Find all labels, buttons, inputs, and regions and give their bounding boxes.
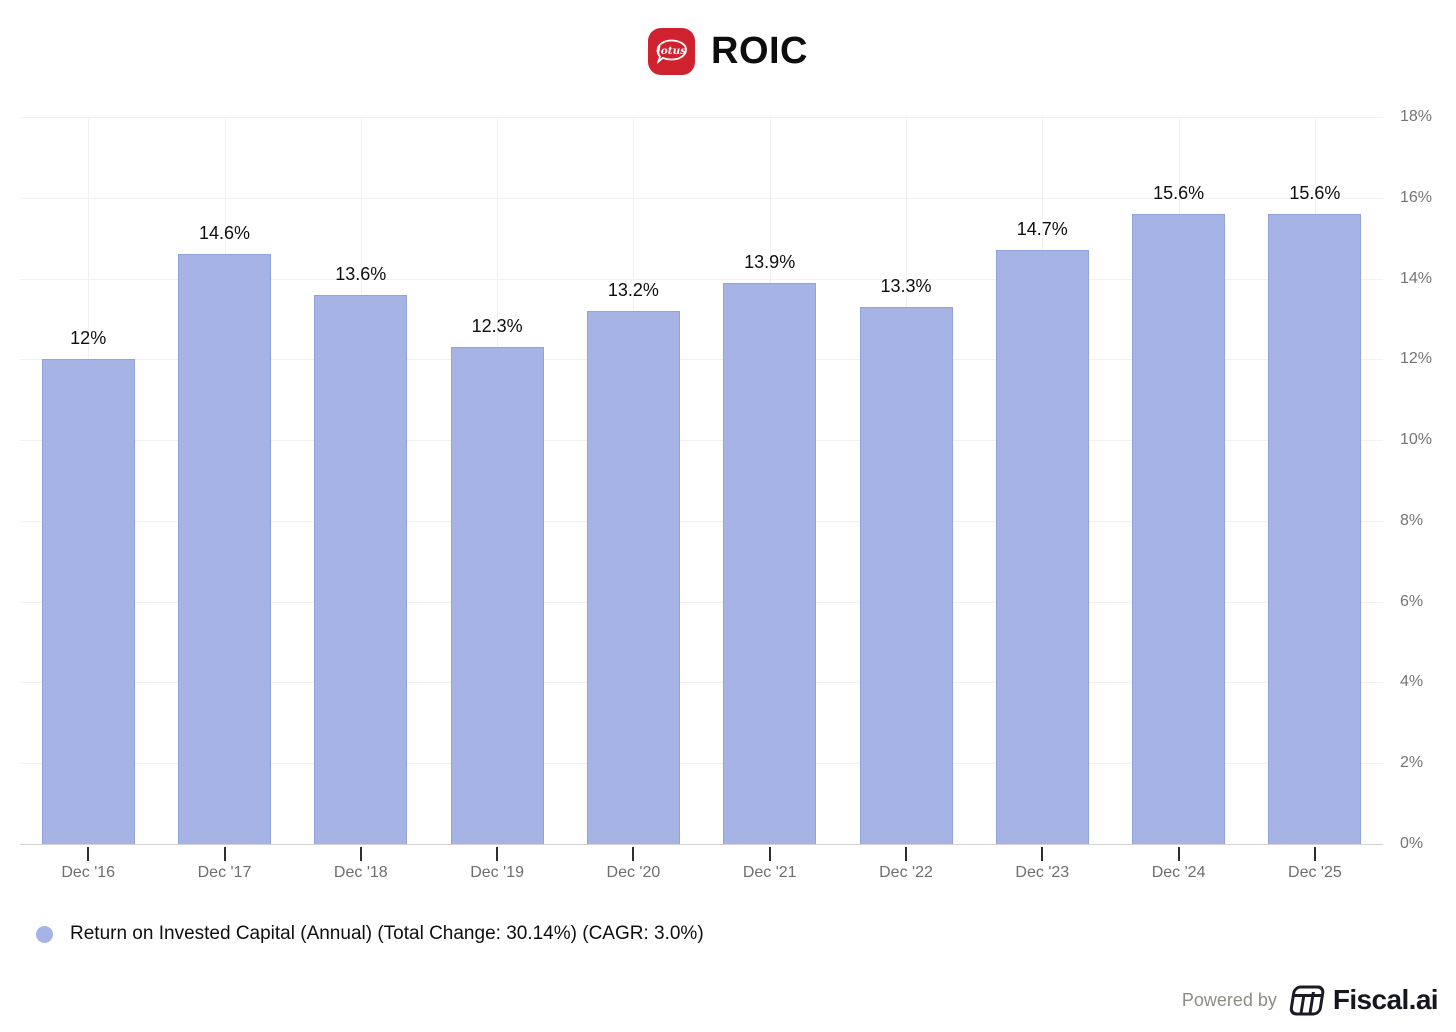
x-axis-label: Dec '23 <box>1015 864 1070 881</box>
svg-text:lotus: lotus <box>657 45 686 57</box>
bar-value-label: 13.6% <box>335 263 387 284</box>
y-axis-label: 2% <box>1400 754 1424 772</box>
x-axis-tick <box>1041 847 1044 861</box>
y-axis-label: 10% <box>1400 431 1433 449</box>
x-axis-label: Dec '19 <box>470 864 524 881</box>
x-axis-tick <box>1313 847 1316 861</box>
legend-marker-icon <box>36 925 53 943</box>
bar-value-label: 12% <box>70 328 107 349</box>
x-axis-tick <box>223 847 226 861</box>
x-axis-label: Dec '21 <box>742 864 797 881</box>
x-axis-tick <box>632 847 635 861</box>
gridline-horizontal <box>20 440 1383 442</box>
gridline-horizontal <box>20 520 1383 522</box>
x-axis-tick <box>768 847 771 861</box>
fiscal-ai-logo-icon <box>1289 985 1325 1015</box>
gridline-horizontal <box>20 601 1383 603</box>
x-axis-label: Dec '18 <box>333 864 388 881</box>
footer: Powered by Fiscal.ai <box>1181 984 1439 1016</box>
y-axis-label: 4% <box>1400 673 1424 691</box>
bar-dec--16[interactable] <box>41 359 135 844</box>
bar-value-label: 14.6% <box>198 223 251 244</box>
y-axis-label: 8% <box>1400 511 1424 529</box>
legend-label: Return on Invested Capital (Annual) (Tot… <box>70 923 704 944</box>
x-axis-line <box>20 844 1383 845</box>
bar-value-label: 13.9% <box>744 251 796 272</box>
chart-title-row: lotus ROIC <box>0 28 1456 75</box>
bar-dec--21[interactable] <box>723 282 817 844</box>
x-axis-tick <box>905 847 907 861</box>
gridline-horizontal <box>20 197 1383 199</box>
powered-by-label: Powered by <box>1181 989 1277 1010</box>
bar-dec--19[interactable] <box>450 347 544 844</box>
bar-value-label: 15.6% <box>1289 182 1341 203</box>
bar-dec--24[interactable] <box>1132 213 1226 844</box>
y-axis-label: 18% <box>1400 108 1433 125</box>
y-axis-label: 12% <box>1400 350 1433 368</box>
x-axis-label: Dec '25 <box>1288 864 1342 881</box>
gridline-horizontal <box>20 278 1383 280</box>
x-axis-label: Dec '22 <box>879 864 933 881</box>
bar-value-label: 12.3% <box>471 316 523 337</box>
x-axis-tick <box>1177 847 1180 861</box>
lotus-logo-icon: lotus <box>648 28 695 75</box>
y-axis-label: 16% <box>1400 188 1433 206</box>
x-axis-tick <box>87 847 90 861</box>
y-axis-label: 0% <box>1400 835 1424 852</box>
bar-value-label: 15.6% <box>1153 182 1205 203</box>
x-axis-label: Dec '24 <box>1151 864 1206 881</box>
bar-value-label: 13.2% <box>607 279 659 300</box>
bar-dec--23[interactable] <box>995 250 1089 844</box>
gridline-horizontal <box>20 117 1383 118</box>
fiscal-ai-link[interactable]: Fiscal.ai <box>1288 984 1439 1016</box>
x-axis-label: Dec '16 <box>61 864 116 881</box>
bar-value-label: 13.3% <box>880 275 932 296</box>
gridline-horizontal <box>20 763 1383 765</box>
bar-dec--18[interactable] <box>314 294 408 844</box>
bar-dec--22[interactable] <box>859 306 953 844</box>
fiscal-ai-brand-text: Fiscal.ai <box>1332 984 1439 1015</box>
gridline-horizontal <box>20 682 1383 684</box>
bar-value-label: 14.7% <box>1016 219 1068 240</box>
legend-item-roic[interactable]: Return on Invested Capital (Annual) (Tot… <box>36 923 704 945</box>
x-axis-label: Dec '20 <box>606 864 661 881</box>
y-axis-label: 14% <box>1400 269 1433 287</box>
x-axis-tick <box>359 847 362 861</box>
x-axis-tick <box>496 847 499 861</box>
x-axis-label: Dec '17 <box>197 864 252 881</box>
bar-dec--17[interactable] <box>178 254 271 844</box>
bar-dec--25[interactable] <box>1268 213 1362 844</box>
y-axis-label: 6% <box>1400 592 1424 610</box>
bar-dec--20[interactable] <box>586 310 680 844</box>
gridline-horizontal <box>20 359 1383 361</box>
page-title: ROIC <box>711 30 808 72</box>
